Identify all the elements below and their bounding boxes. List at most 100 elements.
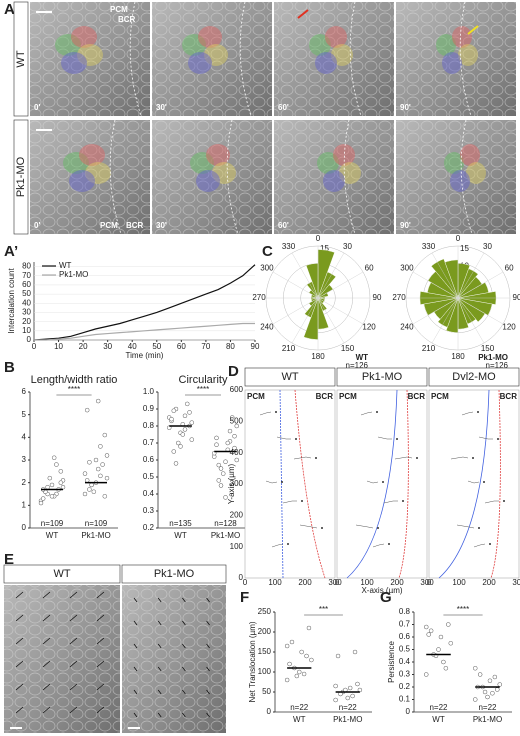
direction-arrow xyxy=(69,660,78,668)
data-point xyxy=(428,628,434,633)
boundary xyxy=(349,1,362,117)
direction-arrow xyxy=(42,614,51,622)
data-point xyxy=(485,694,490,700)
x-tick-label: 200 xyxy=(298,578,312,587)
x-tick-label: Pk1-MO xyxy=(473,715,502,724)
direction-arrow xyxy=(182,620,186,626)
direction-arrow xyxy=(206,712,210,718)
direction-arrow xyxy=(133,597,138,603)
bcr-label: BCR xyxy=(126,221,144,230)
data-point xyxy=(284,677,290,683)
data-point xyxy=(54,462,59,467)
x-tick-label: 40 xyxy=(128,342,137,351)
data-point xyxy=(173,461,179,466)
trajectory-end xyxy=(388,543,390,545)
trajectory xyxy=(456,524,475,529)
theta-tick-label: 0 xyxy=(316,234,321,243)
panel-label: C xyxy=(262,243,273,260)
data-point xyxy=(189,420,194,425)
trajectory-end xyxy=(396,438,398,440)
trajectory xyxy=(394,456,413,460)
y-tick-label: 0.2 xyxy=(399,682,411,691)
cell-overlay xyxy=(333,144,355,166)
trajectory xyxy=(265,480,278,484)
plot-frame xyxy=(336,389,428,579)
header: Pk1-MO xyxy=(362,371,403,383)
y-tick-label: 50 xyxy=(22,289,31,298)
boundary xyxy=(460,119,473,235)
y-tick-label: 0.1 xyxy=(399,695,411,704)
spoke xyxy=(317,297,345,344)
x-tick-label: 200 xyxy=(390,578,404,587)
y-tick-label: 200 xyxy=(258,627,272,636)
plot-frame xyxy=(428,389,520,579)
data-point xyxy=(182,427,188,432)
direction-arrow xyxy=(182,666,186,672)
data-point xyxy=(102,494,108,499)
trajectory xyxy=(383,500,398,504)
header-box xyxy=(428,367,520,387)
spoke xyxy=(457,252,485,299)
direction-arrow xyxy=(96,683,105,691)
row-label: WT xyxy=(15,50,27,67)
boundary-blue xyxy=(279,389,284,579)
n-label: n=128 xyxy=(214,519,237,528)
header: Pk1-MO xyxy=(154,568,195,580)
y-tick-label: 0.5 xyxy=(143,472,155,481)
pcm-label: PCM xyxy=(339,392,357,401)
data-point xyxy=(169,416,174,422)
r-tick-label: 15 xyxy=(320,244,329,253)
cell-overlay xyxy=(204,44,228,66)
n-label: n=22 xyxy=(339,703,358,712)
direction-arrow xyxy=(133,643,138,649)
data-point xyxy=(51,455,57,460)
data-point xyxy=(87,460,92,465)
x-axis-label: Time (min) xyxy=(126,351,164,360)
direction-arrow xyxy=(96,637,105,645)
data-point xyxy=(438,634,444,640)
direction-arrow xyxy=(206,620,210,626)
spoke xyxy=(317,297,364,325)
y-tick-label: 0.9 xyxy=(143,404,155,413)
direction-arrow xyxy=(133,620,138,626)
line xyxy=(33,264,256,341)
data-point xyxy=(45,484,50,490)
data-point xyxy=(227,428,233,434)
direction-arrow xyxy=(15,706,24,714)
trajectory-end xyxy=(478,527,480,529)
data-point xyxy=(87,487,92,492)
data-point xyxy=(301,671,307,677)
data-point xyxy=(214,435,219,441)
x-tick-label: 300 xyxy=(420,578,434,587)
data-point xyxy=(218,483,224,488)
data-point xyxy=(492,674,498,680)
direction-arrow xyxy=(157,597,162,603)
data-point xyxy=(424,672,429,677)
bcr-label: BCR xyxy=(316,392,334,401)
y-tick-label: 0.6 xyxy=(143,455,155,464)
theta-tick-label: 60 xyxy=(365,264,374,273)
data-point xyxy=(490,691,495,696)
trajectory-end xyxy=(281,481,283,483)
data-point xyxy=(84,407,90,413)
x-tick-label: 100 xyxy=(452,578,466,587)
y-axis-label: Y-axis (µm) xyxy=(227,464,236,505)
x-tick-label: 30 xyxy=(103,342,112,351)
x-tick-label: WT xyxy=(174,531,187,540)
y-tick-label: 0.2 xyxy=(143,523,155,532)
trajectory xyxy=(450,456,469,460)
cell-overlay xyxy=(436,34,456,56)
trajectory xyxy=(366,480,379,484)
x-tick-label: Pk1-MO xyxy=(333,715,362,724)
data-point xyxy=(104,475,110,481)
pcm-label: PCM xyxy=(431,392,449,401)
data-point xyxy=(345,695,350,701)
significance: **** xyxy=(197,385,209,394)
boundary xyxy=(226,119,239,235)
trajectory xyxy=(478,436,493,440)
x-tick-label: 80 xyxy=(226,342,235,351)
trajectory-end xyxy=(295,438,297,440)
y-tick-label: 10 xyxy=(22,326,31,335)
y-tick-label: 100 xyxy=(258,667,272,676)
time-label: 30' xyxy=(156,221,167,230)
